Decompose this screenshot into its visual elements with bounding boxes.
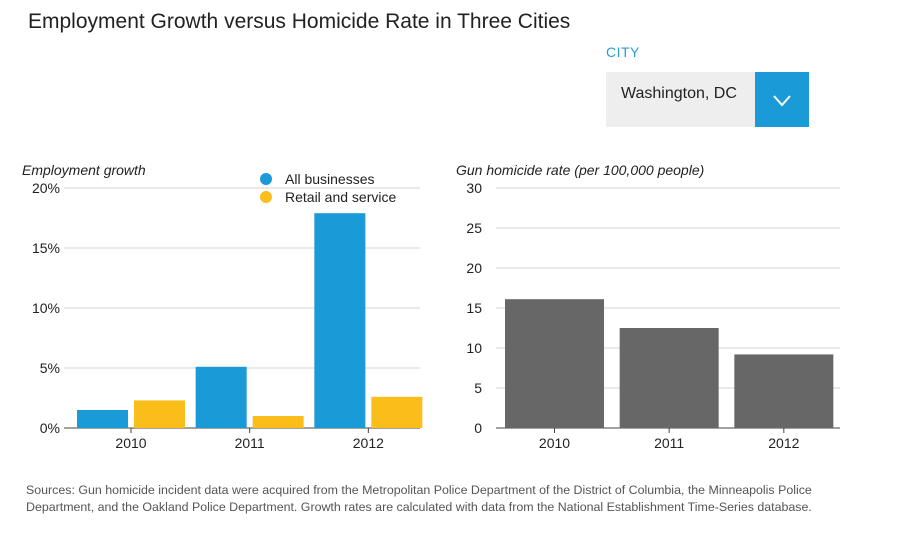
y-tick-label: 25	[466, 220, 482, 236]
bar-2010-series1	[77, 410, 128, 428]
chevron-down-icon	[773, 95, 791, 107]
page-title: Employment Growth versus Homicide Rate i…	[28, 10, 571, 33]
bar-2012	[734, 354, 834, 428]
y-tick-label: 10%	[32, 300, 60, 316]
y-tick-label: 30	[466, 180, 482, 196]
homicide-rate-chart: Gun homicide rate (per 100,000 people) 0 5…	[456, 162, 840, 451]
y-tick-label: 0	[474, 420, 482, 436]
legend-label: All businesses	[285, 171, 375, 187]
y-tick-label: 0%	[40, 420, 60, 436]
y-tick-label: 15%	[32, 240, 60, 256]
y-tick-label: 20	[466, 260, 482, 276]
y-axis-title: Employment growth	[22, 162, 146, 178]
legend-swatch	[260, 191, 272, 203]
x-tick-label: 2011	[235, 435, 265, 451]
employment-growth-chart: Employment growth 0% 5% 10% 15% 20% 2010 2011 20…	[22, 162, 423, 451]
bar-2011-series1	[195, 366, 247, 428]
city-dropdown-button[interactable]	[755, 72, 809, 127]
bar-2012-series1	[314, 213, 366, 428]
legend-label: Retail and service	[285, 189, 396, 205]
x-tick-label: 2010	[539, 435, 570, 451]
y-axis-title: Gun homicide rate (per 100,000 people)	[456, 162, 704, 178]
y-tick-label: 10	[466, 340, 482, 356]
city-select[interactable]: Washington, DC	[606, 72, 809, 127]
city-selector-label: CITY	[606, 44, 640, 60]
legend-swatch	[260, 173, 272, 185]
sources-note: Sources: Gun homicide incident data were…	[26, 483, 812, 514]
y-tick-label: 20%	[32, 180, 60, 196]
bar-2011-series2	[252, 416, 304, 428]
bar-2011	[619, 328, 719, 428]
y-tick-label: 5	[474, 380, 482, 396]
y-tick-label: 15	[466, 300, 482, 316]
bar-2010-series2	[134, 400, 185, 428]
x-tick-label: 2011	[654, 435, 684, 451]
bar-2012-series2	[371, 396, 423, 428]
x-tick-label: 2012	[353, 435, 384, 451]
city-select-value: Washington, DC	[621, 85, 737, 102]
bar-2010	[505, 299, 604, 428]
x-tick-label: 2012	[768, 435, 799, 451]
y-tick-label: 5%	[40, 360, 60, 376]
x-tick-label: 2010	[115, 435, 146, 451]
